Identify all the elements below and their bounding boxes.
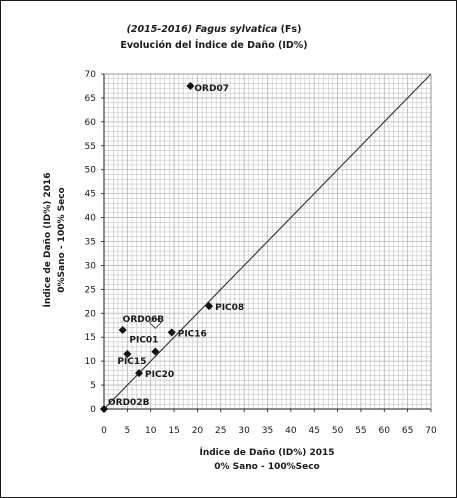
title-species: Fagus sylvatica xyxy=(195,24,277,35)
x-tick-label: 20 xyxy=(192,426,204,436)
y-axis-title-line1: Índice de Daño (ID%) 2016 xyxy=(41,172,53,307)
data-point-diamond xyxy=(186,81,195,90)
data-points xyxy=(99,81,214,414)
data-point-diamond xyxy=(99,404,109,414)
point-label: PIC20 xyxy=(145,370,174,380)
point-label: ORD07 xyxy=(194,84,229,94)
title-period: (2015-2016) xyxy=(127,24,196,35)
x-axis-title-line2: 0% Sano - 100%Seco xyxy=(214,462,319,472)
data-point-diamond xyxy=(205,302,214,311)
y-tick-label: 30 xyxy=(85,261,97,271)
y-tick-label: 0 xyxy=(90,405,96,415)
x-tick-label: 45 xyxy=(308,426,319,436)
data-point-diamond xyxy=(118,326,127,335)
point-labels: ORD07 PIC08 PIC16 ORD06B PIC01 PIC15 PIC20 ORD0… xyxy=(108,84,244,408)
x-axis-title-line1: Índice de Daño (ID%) 2015 xyxy=(199,446,334,458)
y-tick-label: 70 xyxy=(85,70,97,80)
x-tick-labels: 0 5 10 15 20 25 30 35 40 45 50 55 60 65 70 xyxy=(101,409,437,436)
y-tick-label: 50 xyxy=(85,166,97,176)
data-point-diamond xyxy=(167,328,176,337)
y-tick-labels: 0 5 10 15 20 25 30 35 40 45 50 55 60 65 70 xyxy=(85,70,104,415)
x-tick-label: 40 xyxy=(285,426,297,436)
title-code: (Fs) xyxy=(277,24,301,35)
point-label: ORD02B xyxy=(108,398,150,408)
y-tick-label: 65 xyxy=(85,94,96,104)
x-tick-label: 0 xyxy=(101,426,107,436)
x-tick-label: 55 xyxy=(355,426,366,436)
x-tick-label: 65 xyxy=(402,426,413,436)
data-point-open-diamond xyxy=(149,316,162,329)
y-tick-label: 40 xyxy=(85,214,97,224)
data-point-diamond xyxy=(135,369,144,378)
x-tick-label: 25 xyxy=(215,426,226,436)
point-label: PIC08 xyxy=(215,303,244,313)
x-tick-label: 70 xyxy=(425,426,437,436)
x-tick-label: 15 xyxy=(168,426,179,436)
reference-line xyxy=(103,73,432,410)
y-tick-label: 5 xyxy=(90,381,96,391)
chart-title-line1: (2015-2016) Fagus sylvatica (Fs) xyxy=(127,24,302,35)
y-tick-label: 55 xyxy=(85,142,96,152)
reference-line-group xyxy=(103,73,432,410)
point-label: PIC16 xyxy=(178,329,207,339)
x-tick-label: 10 xyxy=(145,426,157,436)
x-tick-label: 5 xyxy=(124,426,130,436)
y-tick-label: 35 xyxy=(85,238,96,248)
y-tick-label: 60 xyxy=(85,118,97,128)
x-tick-label: 60 xyxy=(379,426,391,436)
x-tick-label: 30 xyxy=(238,426,250,436)
y-tick-label: 15 xyxy=(85,333,96,343)
point-label: ORD06B xyxy=(123,315,165,325)
y-tick-label: 25 xyxy=(85,285,96,295)
y-tick-label: 45 xyxy=(85,190,96,200)
point-label: PIC01 xyxy=(129,336,158,346)
point-label: PIC15 xyxy=(117,357,146,367)
data-point-diamond xyxy=(123,349,132,358)
y-axis-title-line2: 0%Sano - 100% Seco xyxy=(57,187,67,292)
data-point-diamond xyxy=(151,347,160,356)
chart-title-line2: Evolución del Índice de Daño (ID%) xyxy=(120,39,307,51)
y-tick-label: 10 xyxy=(85,357,97,367)
y-tick-label: 20 xyxy=(85,309,97,319)
x-tick-label: 50 xyxy=(332,426,344,436)
x-tick-label: 35 xyxy=(262,426,273,436)
